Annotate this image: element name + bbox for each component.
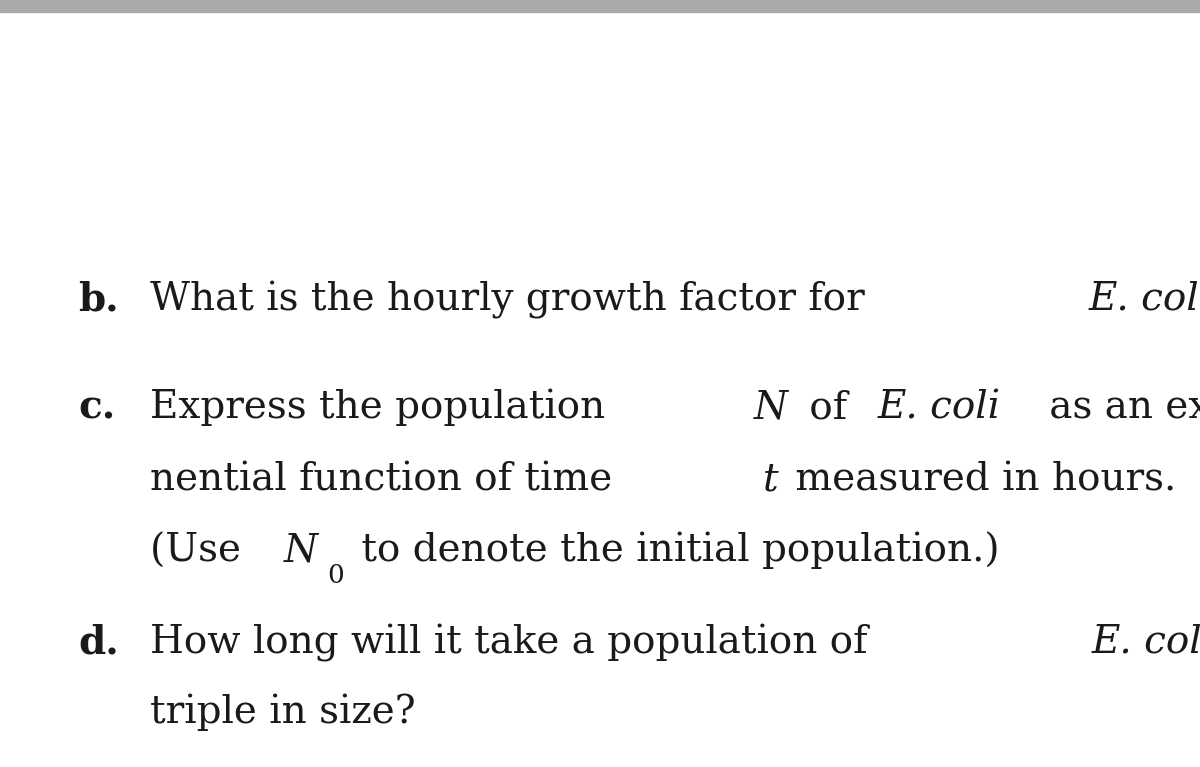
Text: E. coli: E. coli xyxy=(1092,624,1200,661)
Text: b.: b. xyxy=(78,281,119,318)
Text: c.: c. xyxy=(78,388,115,426)
Text: N: N xyxy=(754,389,787,426)
Text: E. coli: E. coli xyxy=(878,389,1001,426)
Text: d.: d. xyxy=(78,624,119,661)
Text: nential function of time: nential function of time xyxy=(150,462,625,499)
Text: What is the hourly growth factor for: What is the hourly growth factor for xyxy=(150,281,877,319)
Text: (Use: (Use xyxy=(150,532,253,569)
Text: of: of xyxy=(797,389,859,426)
Text: 0: 0 xyxy=(328,563,344,588)
Text: Express the population: Express the population xyxy=(150,389,618,426)
Text: How long will it take a population of: How long will it take a population of xyxy=(150,624,880,662)
Text: triple in size?: triple in size? xyxy=(150,693,415,730)
Text: as an expo-: as an expo- xyxy=(1037,389,1200,426)
Text: measured in hours.: measured in hours. xyxy=(782,462,1176,499)
Text: t: t xyxy=(762,462,778,499)
Text: E. coli: E. coli xyxy=(1088,281,1200,318)
Text: to denote the initial population.): to denote the initial population.) xyxy=(349,532,1000,569)
Text: N: N xyxy=(283,532,317,569)
Bar xyxy=(0,0,1200,12)
